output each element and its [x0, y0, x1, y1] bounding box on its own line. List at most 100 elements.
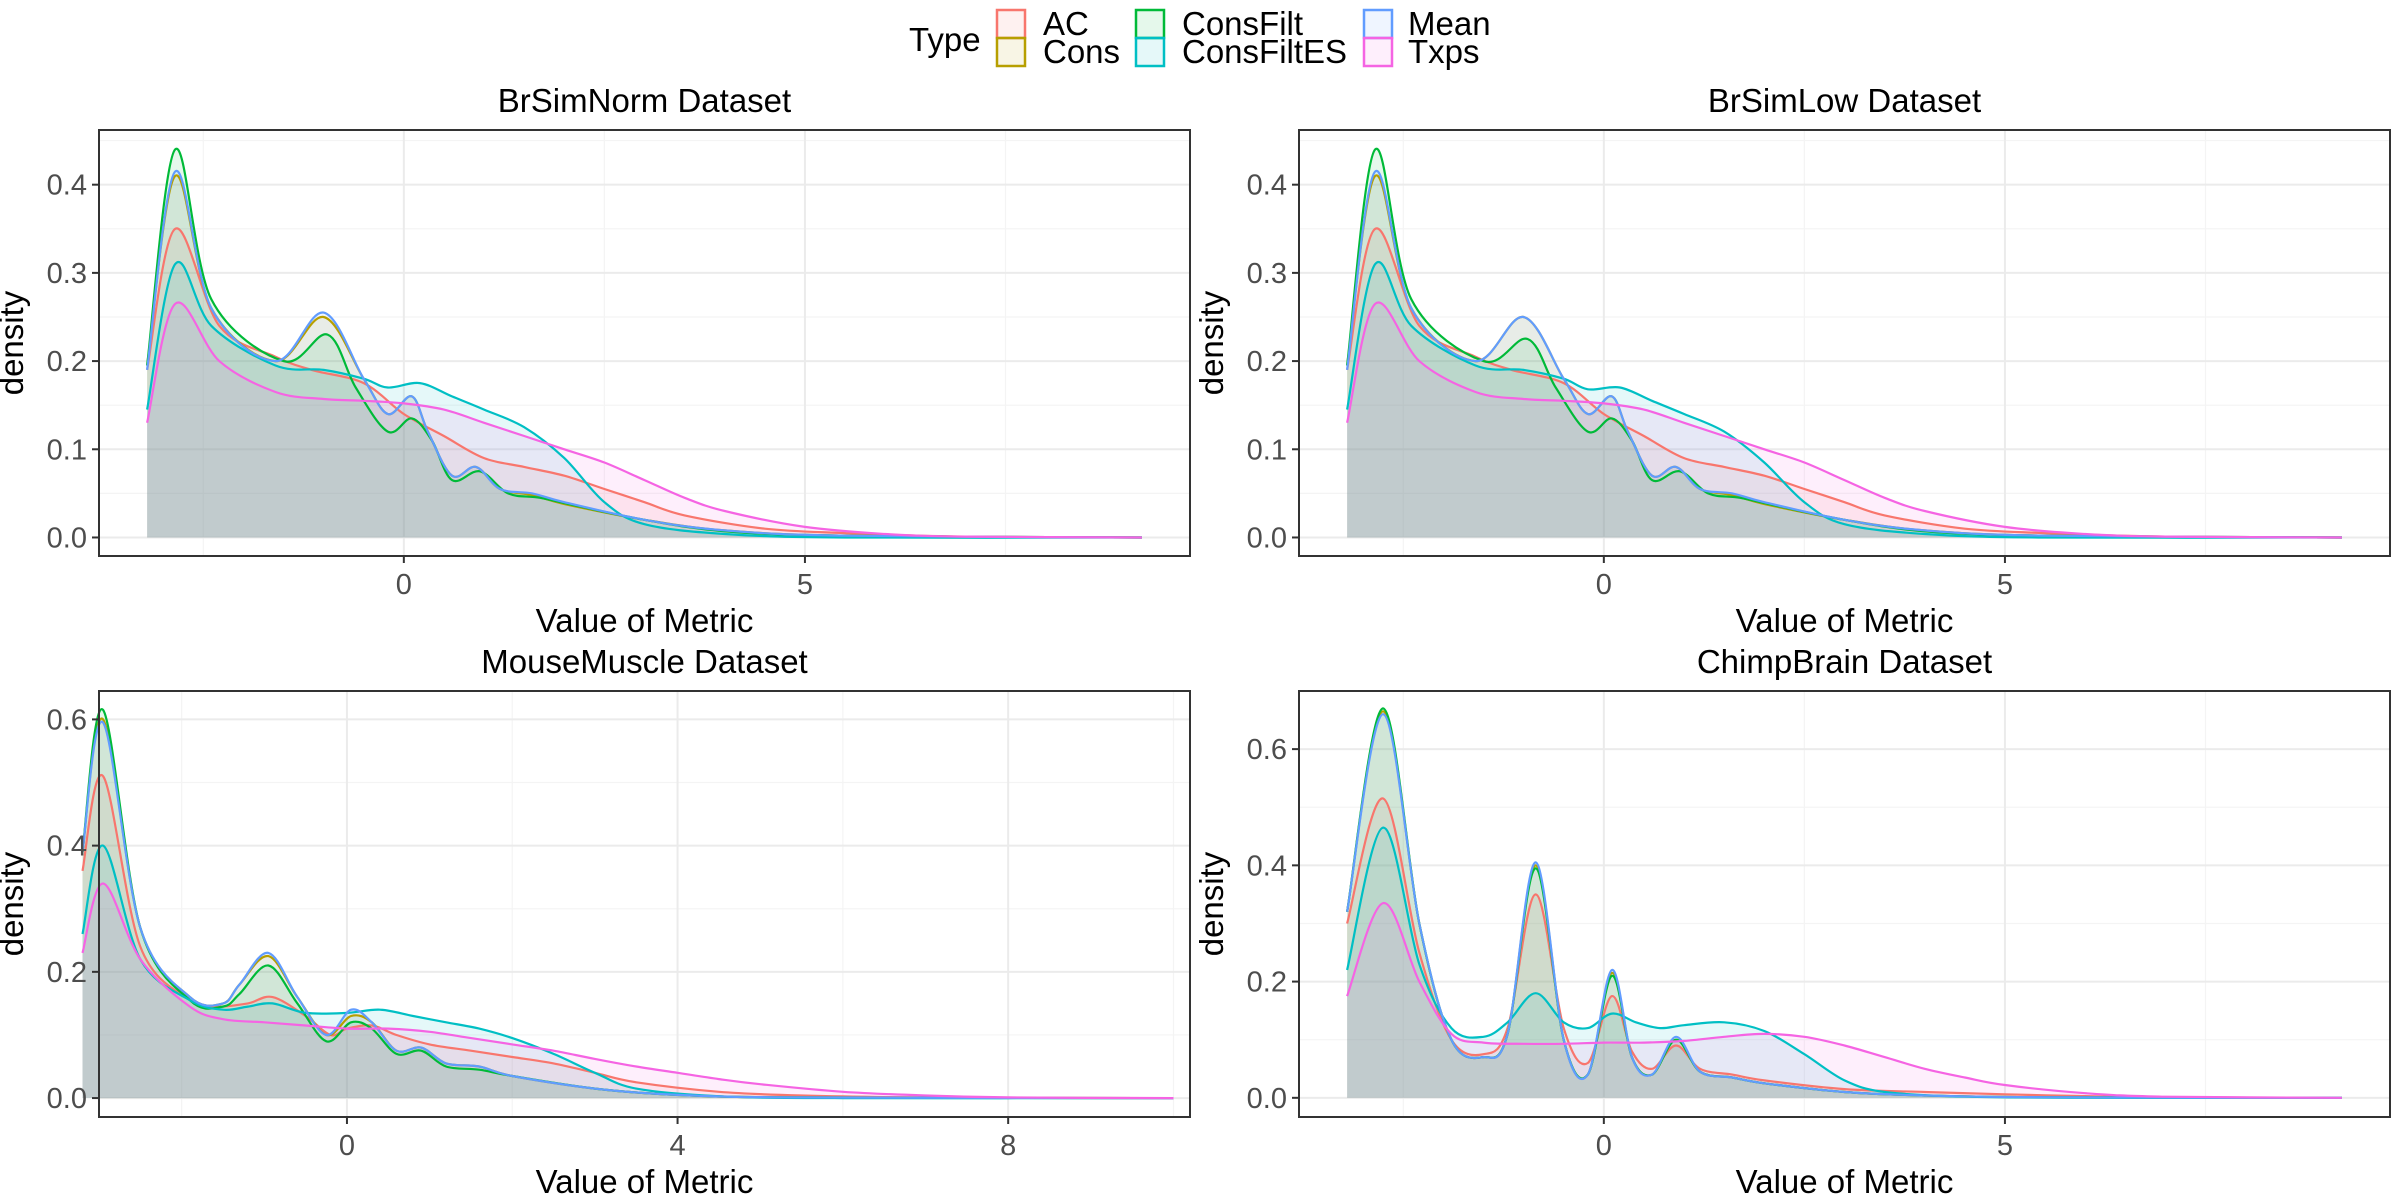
legend-key-cons	[995, 36, 1027, 68]
panel-brsimnorm: 0 5 0.0 0.1 0.2 0.3 0.4 BrSimNorm Dataset Value …	[0, 82, 1191, 639]
x-tick-label: 0	[396, 569, 412, 601]
density-area-consfilt	[82, 709, 1174, 1099]
legend-label-ac: AC	[1043, 5, 1089, 42]
density-line-mean	[146, 170, 1142, 539]
x-tick-label: 0	[1596, 569, 1612, 601]
panel-title: MouseMuscle Dataset	[481, 643, 807, 680]
legend-label-mean: Mean	[1408, 5, 1491, 42]
plot-background	[1299, 130, 2390, 556]
legend-key-ac	[995, 8, 1027, 40]
y-tick-label: 0.6	[47, 704, 87, 736]
x-tick-label: 8	[1000, 1130, 1016, 1162]
panel-title: ChimpBrain Dataset	[1697, 643, 1992, 680]
y-tick-label: 0.2	[47, 346, 87, 378]
density-lines	[1346, 147, 2342, 539]
density-line-txps	[1346, 301, 2342, 539]
density-area-mean	[82, 721, 1174, 1099]
density-area-mean	[1347, 714, 2342, 1098]
y-tick-label: 0.0	[1247, 522, 1287, 554]
legend-key-consfiltes	[1134, 36, 1166, 68]
density-line-txps	[81, 882, 1174, 1100]
legend-label-consfiltes: ConsFiltES	[1182, 33, 1347, 70]
y-axis-title: density	[0, 851, 30, 956]
y-tick-label: 0.4	[47, 170, 87, 202]
y-tick-label: 0.1	[47, 434, 87, 466]
x-axis-title: Value of Metric	[1736, 1163, 1954, 1200]
density-line-txps	[146, 301, 1142, 539]
density-line-mean	[1346, 170, 2342, 539]
x-axis-title: Value of Metric	[1736, 602, 1954, 639]
density-area-ac	[1347, 798, 2342, 1098]
density-line-consfiltes	[1346, 260, 2342, 539]
density-area-consfiltes	[82, 845, 1174, 1099]
y-tick-label: 0.0	[47, 522, 87, 554]
density-area-consfilt	[1347, 708, 2342, 1098]
x-axis-title: Value of Metric	[536, 602, 754, 639]
x-tick-label: 4	[669, 1130, 685, 1162]
y-tick-label: 0.6	[1247, 734, 1287, 766]
density-line-mean	[1346, 713, 2342, 1099]
panel-mousemuscle: 0 4 8 0.0 0.2 0.4 0.6 MouseMuscle Dataset Value …	[0, 643, 1191, 1200]
density-area-consfiltes	[147, 261, 1142, 538]
panel-title: BrSimLow Dataset	[1708, 82, 1981, 119]
x-tick-label: 5	[1997, 1130, 2013, 1162]
density-area-ac	[147, 228, 1142, 538]
y-tick-label: 0.2	[1247, 967, 1287, 999]
density-area-cons	[82, 718, 1174, 1099]
density-area-consfilt	[1347, 148, 2342, 538]
y-tick-label: 0.4	[47, 831, 87, 863]
x-tick-label: 5	[797, 569, 813, 601]
density-area-cons	[1347, 175, 2342, 538]
y-axis-title: density	[1193, 851, 1230, 956]
density-areas	[1347, 148, 2342, 538]
density-areas	[147, 148, 1142, 538]
legend-label-cons: Cons	[1043, 33, 1120, 70]
y-tick-label: 0.1	[1247, 434, 1287, 466]
panel-border	[1298, 690, 2391, 1118]
y-axis-title: density	[0, 290, 30, 395]
panel-border	[98, 690, 1191, 1118]
density-area-consfiltes	[1347, 261, 2342, 538]
y-tick-label: 0.3	[47, 258, 87, 290]
panel-border	[98, 129, 1191, 557]
legend-label-consfilt: ConsFilt	[1182, 5, 1303, 42]
panel-brsimlow: 0 5 0.0 0.1 0.2 0.3 0.4 BrSimLow Dataset Value o…	[1193, 82, 2391, 639]
density-area-cons	[147, 175, 1142, 538]
density-area-txps	[82, 883, 1174, 1099]
density-area-ac	[1347, 228, 2342, 538]
density-area-mean	[1347, 170, 2342, 538]
density-line-txps	[1346, 902, 2342, 1099]
legend-label-txps: Txps	[1408, 33, 1480, 70]
panel-title: BrSimNorm Dataset	[498, 82, 791, 119]
x-tick-label: 0	[1596, 1130, 1612, 1162]
legend-key-mean	[1362, 8, 1394, 40]
y-tick-label: 0.2	[47, 957, 87, 989]
y-tick-label: 0.4	[1247, 170, 1287, 202]
density-area-mean	[147, 170, 1142, 538]
legend-title: Type	[909, 21, 981, 58]
density-area-cons	[1347, 711, 2342, 1098]
legend-key-consfilt	[1134, 8, 1166, 40]
x-tick-label: 0	[339, 1130, 355, 1162]
plot-background	[99, 130, 1190, 556]
y-tick-label: 0.0	[47, 1083, 87, 1115]
density-area-txps	[1347, 302, 2342, 538]
y-tick-label: 0.0	[1247, 1083, 1287, 1115]
panel-border	[1298, 129, 2391, 557]
density-area-txps	[147, 302, 1142, 538]
density-lines	[1346, 707, 2342, 1099]
panel-chimpbrain: 0 5 0.0 0.2 0.4 0.6 ChimpBrain Dataset Value of…	[1193, 643, 2391, 1200]
density-area-consfilt	[147, 148, 1142, 538]
density-line-ac	[1346, 227, 2342, 539]
density-line-mean	[81, 720, 1174, 1100]
density-line-consfiltes	[146, 260, 1142, 539]
x-tick-label: 5	[1997, 569, 2013, 601]
density-lines	[81, 708, 1174, 1100]
y-tick-label: 0.3	[1247, 258, 1287, 290]
density-areas	[82, 709, 1174, 1099]
y-tick-label: 0.4	[1247, 850, 1287, 882]
x-axis-title: Value of Metric	[536, 1163, 754, 1200]
density-lines	[146, 147, 1142, 539]
